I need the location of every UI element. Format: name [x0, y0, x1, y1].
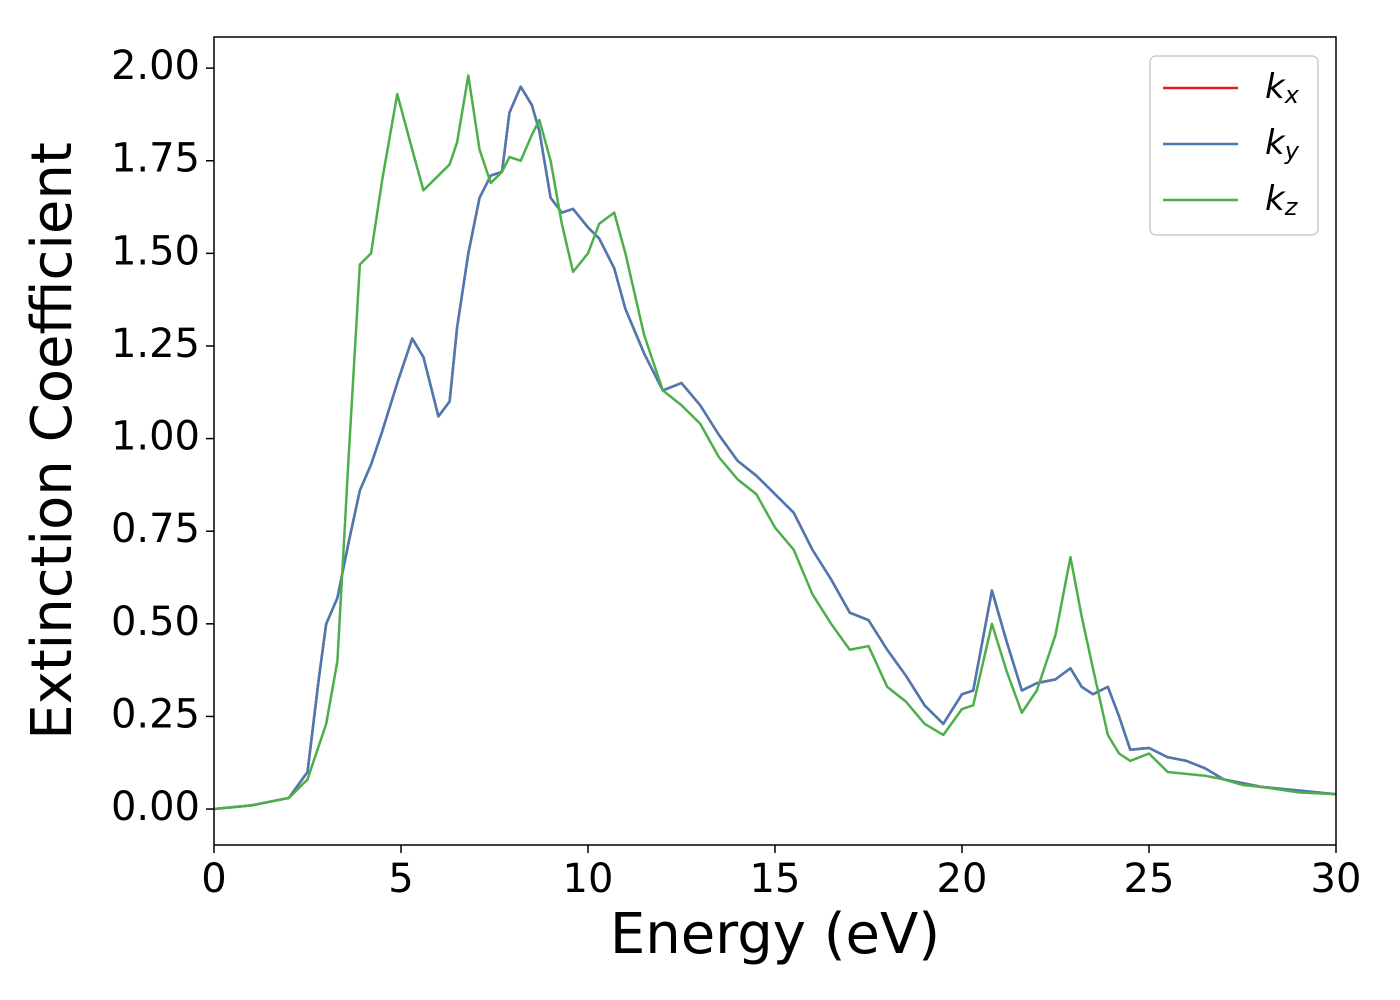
x-tick-label: 30 — [1311, 856, 1362, 902]
y-tick-label: 2.00 — [111, 43, 200, 89]
x-tick-label: 25 — [1124, 856, 1175, 902]
legend-label: kz — [1265, 179, 1299, 222]
y-tick-label: 0.50 — [111, 599, 200, 645]
x-tick-label: 0 — [201, 856, 226, 902]
y-tick-label: 1.50 — [111, 228, 200, 274]
y-tick-label: 1.25 — [111, 321, 200, 367]
y-tick-label: 1.00 — [111, 414, 200, 460]
y-tick-label: 0.25 — [111, 691, 200, 737]
x-tick-label: 10 — [563, 856, 614, 902]
y-tick-label: 0.75 — [111, 506, 200, 552]
plot-frame — [213, 36, 1337, 846]
x-tick-label: 15 — [750, 856, 801, 902]
legend-label: kx — [1265, 67, 1300, 110]
y-tick-label: 0.00 — [111, 784, 200, 830]
x-tick-label: 5 — [388, 856, 413, 902]
y-tick-label: 1.75 — [111, 136, 200, 182]
x-axis-label: Energy (eV) — [610, 902, 940, 967]
legend-label: ky — [1265, 123, 1300, 166]
y-axis-label: Extinction Coefficient — [20, 142, 85, 740]
legend-box — [1149, 55, 1319, 236]
x-tick-label: 20 — [937, 856, 988, 902]
data-line — [214, 74, 1336, 811]
